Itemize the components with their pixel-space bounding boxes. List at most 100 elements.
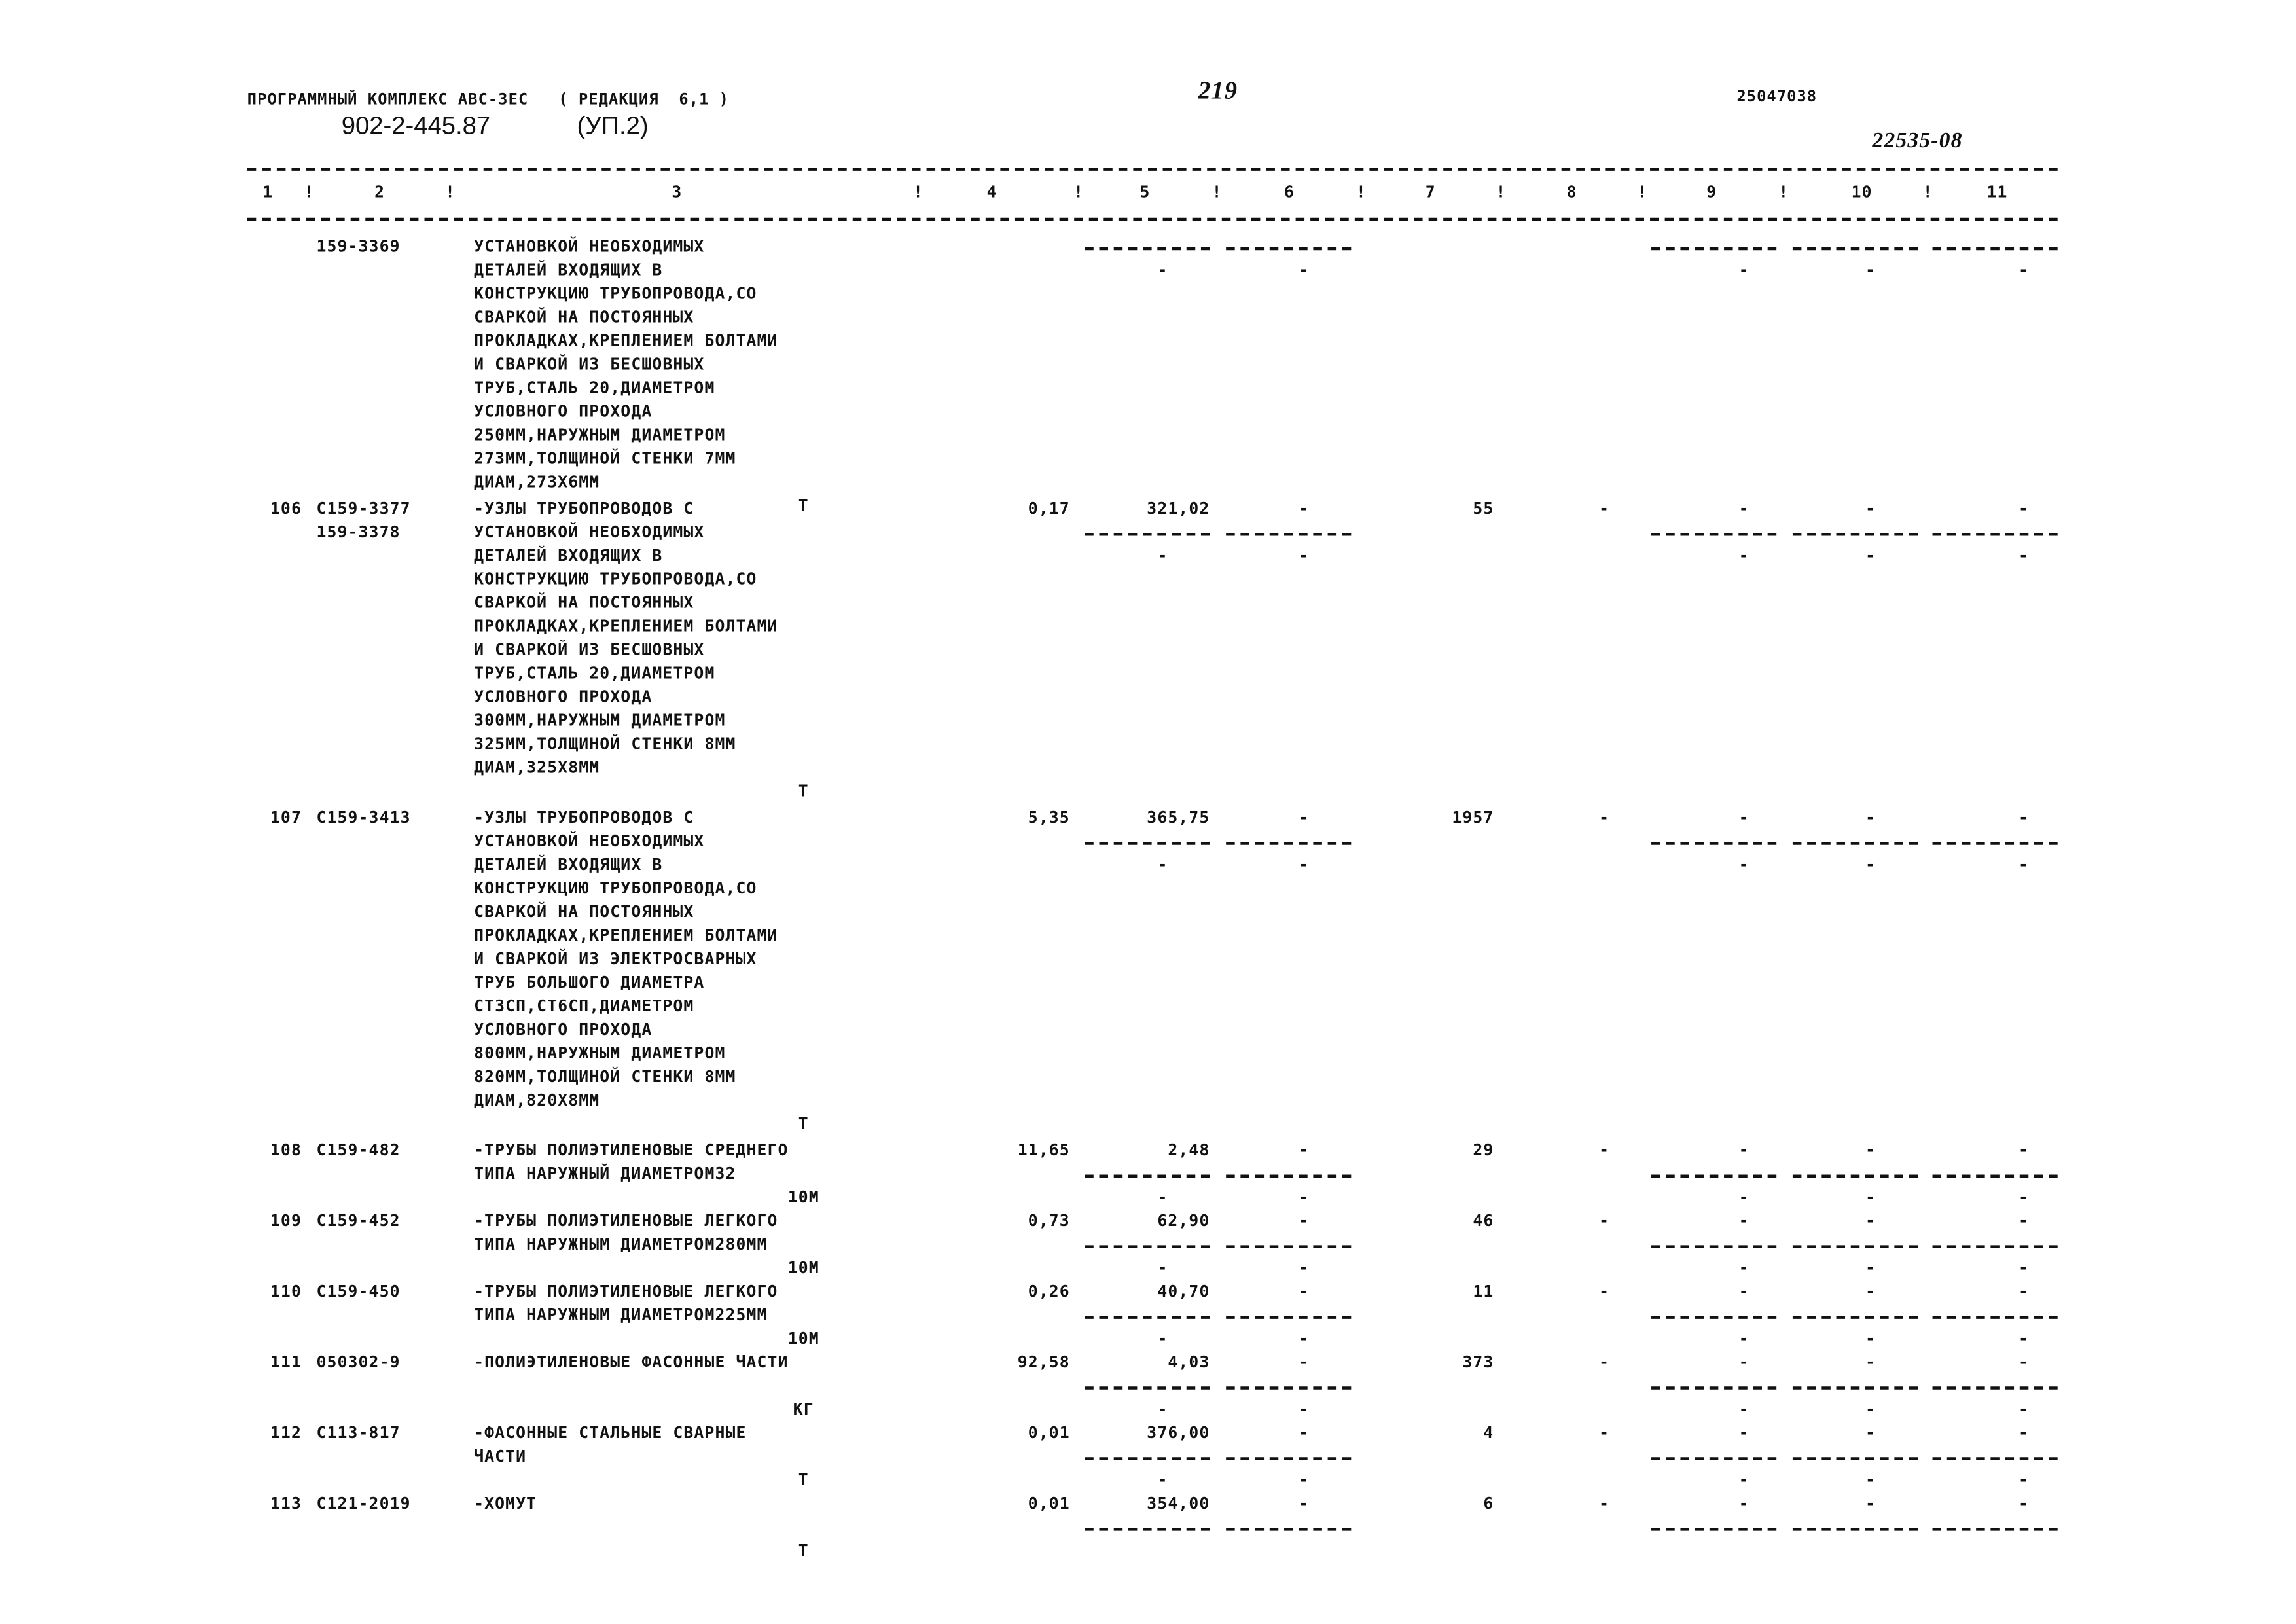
empty-mark: - — [1299, 1399, 1310, 1419]
cell-col7: 46 — [1473, 1211, 1494, 1231]
row-description-line: 250ММ,НАРУЖНЫМ ДИАМЕТРОМ — [474, 425, 726, 445]
cell-divider — [1226, 1316, 1352, 1319]
row-description-line: -ХОМУТ — [474, 1494, 537, 1513]
cell-col5: 40,70 — [1157, 1282, 1210, 1301]
cell-divider — [1651, 1457, 1777, 1460]
empty-mark: - — [2018, 261, 2029, 280]
empty-mark: - — [1299, 1329, 1310, 1348]
cell-divider — [1085, 247, 1210, 251]
row-description-line: -ТРУБЫ ПОЛИЭТИЛЕНОВЫЕ СРЕДНЕГО — [474, 1140, 789, 1160]
cell-divider — [1792, 533, 1918, 536]
column-header-10: 10 — [1851, 182, 1873, 202]
row-description-line: 300ММ,НАРУЖНЫМ ДИАМЕТРОМ — [474, 711, 726, 731]
doc-code: 902-2-445.87 — [341, 111, 491, 140]
row-number: 106 — [270, 499, 302, 518]
cell-divider — [1226, 1457, 1352, 1460]
cell-divider — [1085, 1174, 1210, 1178]
row-description-line: УСЛОВНОГО ПРОХОДА — [474, 401, 653, 422]
row-unit: Т — [798, 1114, 809, 1134]
cell-col10: - — [1865, 808, 1876, 827]
cell-col10: - — [1865, 499, 1876, 518]
column-header-4: 4 — [986, 182, 997, 202]
row-description-line: УСТАНОВКОЙ НЕОБХОДИМЫХ — [474, 522, 705, 542]
cell-col4: 0,73 — [1028, 1211, 1070, 1231]
page-number: 219 — [1198, 76, 1238, 105]
column-separator: ! — [1073, 182, 1085, 202]
cell-divider — [1085, 533, 1210, 536]
cell-divider — [1085, 1457, 1210, 1460]
column-separator: ! — [445, 182, 456, 202]
empty-mark: - — [1865, 1399, 1876, 1419]
empty-mark: - — [1157, 855, 1168, 875]
cell-col6: - — [1299, 1352, 1310, 1372]
cell-col5: 4,03 — [1168, 1352, 1210, 1372]
row-description-line: -ТРУБЫ ПОЛИЭТИЛЕНОВЫЕ ЛЕГКОГО — [474, 1282, 778, 1301]
row-description-line: УСТАНОВКОЙ НЕОБХОДИМЫХ — [474, 831, 705, 851]
empty-mark: - — [1299, 855, 1310, 875]
column-separator: ! — [1356, 182, 1367, 202]
empty-mark: - — [1865, 855, 1876, 875]
cell-divider — [1085, 842, 1210, 845]
cell-col7: 4 — [1483, 1423, 1494, 1443]
empty-mark: - — [1157, 1258, 1168, 1278]
row-description-line: 273ММ,ТОЛЩИНОЙ СТЕНКИ 7ММ — [474, 448, 736, 469]
cell-col4: 0,01 — [1028, 1423, 1070, 1443]
row-number: 113 — [270, 1494, 302, 1513]
empty-mark: - — [1865, 1187, 1876, 1207]
empty-mark: - — [1738, 261, 1749, 280]
row-description-line: И СВАРКОЙ ИЗ ЭЛЕКТРОСВАРНЫХ — [474, 949, 757, 969]
row-code: С159-450 — [316, 1282, 401, 1301]
column-header-11: 11 — [1986, 182, 2008, 202]
row-description-line: ДИАМ,325Х8ММ — [474, 758, 600, 778]
cell-col8: - — [1599, 1423, 1610, 1443]
row-description-line: ТРУБ БОЛЬШОГО ДИАМЕТРА — [474, 973, 705, 992]
cell-col8: - — [1599, 808, 1610, 827]
handwritten-number: 22535-08 — [1872, 129, 1963, 153]
cell-col5: 62,90 — [1157, 1211, 1210, 1231]
row-description-line: ДИАМ,273Х6ММ — [474, 472, 600, 492]
empty-mark: - — [1157, 1399, 1168, 1419]
cell-col10: - — [1865, 1211, 1876, 1231]
empty-mark: - — [2018, 1329, 2029, 1348]
empty-mark: - — [1157, 1187, 1168, 1207]
cell-divider — [1651, 1245, 1777, 1248]
row-description-line: СВАРКОЙ НА ПОСТОЯННЫХ — [474, 307, 694, 327]
empty-mark: - — [2018, 546, 2029, 566]
cell-divider — [1932, 1174, 2058, 1178]
cell-divider — [1226, 533, 1352, 536]
column-header-1: 1 — [262, 182, 274, 202]
cell-col11: - — [2018, 1423, 2029, 1443]
row-description-line: ДЕТАЛЕЙ ВХОДЯЩИХ В — [474, 261, 663, 280]
cell-col4: 0,01 — [1028, 1494, 1070, 1513]
row-description-line: ТИПА НАРУЖНЫМ ДИАМЕТРОМ280ММ — [474, 1235, 768, 1254]
empty-mark: - — [1865, 1258, 1876, 1278]
row-number: 107 — [270, 808, 302, 827]
cell-col10: - — [1865, 1423, 1876, 1443]
row-description-line: СВАРКОЙ НА ПОСТОЯННЫХ — [474, 593, 694, 613]
cell-col7: 6 — [1483, 1494, 1494, 1513]
row-description-line: ДЕТАЛЕЙ ВХОДЯЩИХ В — [474, 546, 663, 566]
cell-divider — [1651, 1528, 1777, 1531]
cell-divider — [1932, 1528, 2058, 1531]
cell-col5: 376,00 — [1147, 1423, 1210, 1443]
cell-col4: 0,17 — [1028, 499, 1070, 518]
header-bottom-rule — [247, 217, 2058, 221]
empty-mark: - — [1157, 546, 1168, 566]
row-description-line: УСЛОВНОГО ПРОХОДА — [474, 687, 653, 707]
cell-col9: - — [1738, 1140, 1749, 1160]
row-code: С113-817 — [316, 1423, 401, 1443]
empty-mark: - — [1865, 546, 1876, 566]
empty-mark: - — [1157, 1329, 1168, 1348]
cell-col9: - — [1738, 808, 1749, 827]
cell-col11: - — [2018, 1352, 2029, 1372]
column-header-9: 9 — [1706, 182, 1717, 202]
row-description-line: 325ММ,ТОЛЩИНОЙ СТЕНКИ 8ММ — [474, 734, 736, 754]
column-separator: ! — [1778, 182, 1789, 202]
cell-col10: - — [1865, 1140, 1876, 1160]
empty-mark: - — [1865, 261, 1876, 280]
cell-col11: - — [2018, 1140, 2029, 1160]
header-top-rule — [247, 168, 2058, 171]
row-code: 159-3378 — [316, 522, 401, 542]
cell-divider — [1932, 1386, 2058, 1390]
cell-divider — [1932, 1457, 2058, 1460]
